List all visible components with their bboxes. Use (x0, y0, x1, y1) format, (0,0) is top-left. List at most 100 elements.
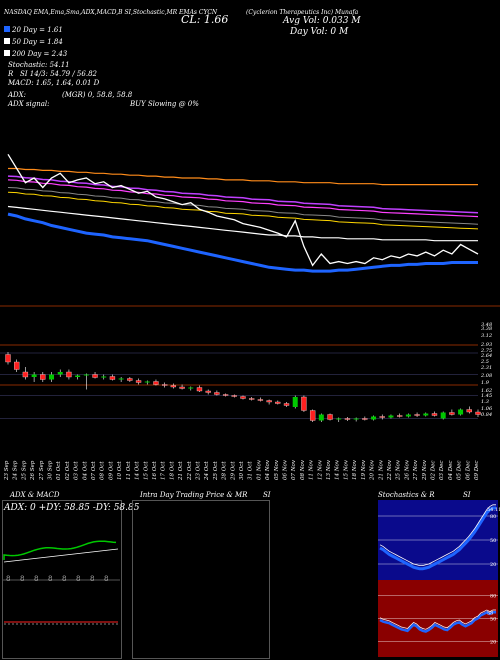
date-label: 23 Oct (195, 461, 201, 481)
stoch-tick-label: 20 (490, 562, 496, 568)
candle-body (162, 384, 168, 386)
date-label: 21 Oct (178, 461, 184, 481)
date-label: 27 Sep (39, 460, 45, 481)
adx-marker: 8 (20, 575, 24, 583)
rsi-line (379, 610, 496, 633)
candle-body (144, 381, 150, 383)
legend-item-50-day: 50 Day = 1.84 (4, 38, 63, 46)
adx-marker: 8 (6, 575, 10, 583)
date-label: 08 Nov (300, 459, 306, 480)
rsi-tick-label: 80 (490, 593, 496, 599)
adx-marker: 8 (76, 575, 80, 583)
candle-body (14, 361, 20, 370)
date-label: 30 Sep (48, 460, 54, 480)
stochastic-line (379, 506, 496, 571)
close-price: CL: 1.66 (181, 13, 229, 26)
date-label: 15 Oct (143, 461, 149, 480)
ma-band-0 (7, 175, 479, 214)
price-axis-label: 3.12 (481, 333, 492, 339)
adx-di-line (3, 548, 119, 563)
intraday-panel-title: Intra Day Trading Price & MR (140, 491, 248, 499)
candle-body (309, 410, 316, 421)
chart-title: NASDAQ EMA,Ema,Sma,ADX,MACD,B SI,Stochas… (4, 9, 218, 16)
candle-body (440, 412, 446, 419)
date-label: 08 Oct (100, 461, 106, 480)
date-label: 15 Nov (343, 459, 349, 480)
ma-line-1 (7, 205, 478, 242)
candle-body (92, 374, 98, 378)
date-label: 24 Oct (204, 461, 210, 481)
date-label: 29 Nov (422, 459, 428, 481)
candle-body (414, 414, 420, 416)
candle-body (371, 416, 377, 420)
adx-marker: 8 (62, 575, 66, 583)
date-label: 05 Dec (457, 461, 463, 481)
stoch-tick-label: 50 (490, 538, 496, 544)
candle-body (205, 390, 211, 393)
date-label: 04 Oct (82, 461, 88, 480)
stoch-tick-label: 80 (490, 514, 496, 520)
candle-body (127, 378, 133, 381)
ma-band-2 (7, 191, 479, 230)
candle-body (31, 374, 37, 377)
date-label: 16 Oct (152, 461, 158, 480)
date-label: 25 Sep (21, 460, 27, 481)
date-label: 14 Oct (135, 461, 141, 480)
date-label: 06 Dec (465, 461, 471, 481)
date-label: 07 Oct (91, 461, 97, 480)
date-label: 22 Nov (387, 459, 393, 481)
candle-body (283, 403, 290, 406)
candle-body (40, 374, 46, 380)
candle-body (118, 378, 124, 380)
date-label: 19 Nov (361, 459, 367, 480)
candle-body (423, 413, 429, 416)
candle-body (222, 394, 229, 396)
candle-body (5, 354, 11, 363)
date-label: 23 Sep (4, 460, 10, 481)
date-label: 11 Nov (309, 459, 315, 480)
legend-item-20-day: 20 Day = 1.61 (4, 26, 63, 34)
candle-body (170, 385, 177, 388)
candle-body (475, 411, 481, 415)
candle-body (196, 387, 203, 392)
price-axis-label: 1.9 (481, 380, 490, 386)
date-label: 07 Nov (291, 459, 297, 480)
stoch-value-label: 54.11 (487, 507, 500, 513)
date-label: 09 Dec (474, 461, 480, 481)
adx-values: (MGR) 0, 58.8, 58.8 (62, 91, 133, 99)
date-label: 28 Oct (222, 461, 228, 481)
date-label: 01 Oct (56, 461, 62, 480)
ma-line-0 (7, 212, 478, 273)
candle-body (249, 398, 255, 400)
date-label: 31 Oct (248, 461, 254, 480)
adx-panel-title: ADX & MACD (10, 491, 60, 499)
stoch-panel-title: Stochastics & R (378, 491, 435, 499)
candle-body (336, 418, 342, 420)
candle-body (240, 396, 246, 399)
date-label: 04 Nov (265, 459, 271, 480)
date-label: 04 Dec (448, 461, 454, 481)
rsi-tick-label: 50 (490, 617, 496, 623)
candle-body (344, 418, 351, 420)
candle-body (458, 409, 464, 415)
date-label: 25 Nov (396, 459, 402, 481)
candle-body (231, 395, 237, 397)
price-axis-label: 1.45 (481, 393, 492, 399)
ma-line-2 (8, 167, 478, 186)
stoch-si-label: SI (463, 491, 471, 499)
adx-marker: 8 (48, 575, 52, 583)
avg-volume: Avg Vol: 0.033 M (283, 16, 361, 26)
date-label: 21 Nov (378, 459, 384, 481)
date-label: 17 Oct (161, 461, 167, 480)
buy-signal: BUY Slowing @ 0% (130, 100, 199, 108)
adx-marker: 8 (90, 575, 94, 583)
adx-marker: 8 (104, 575, 108, 583)
candle-body (405, 414, 411, 417)
price-axis-label: 2.93 (480, 342, 492, 348)
price-axis-label: 2.08 (480, 373, 492, 379)
rsi-value-label: 58 (487, 610, 493, 616)
candle-body (257, 399, 264, 401)
date-label: 30 Oct (239, 461, 245, 480)
adx-readout: ADX: 0 +DY: 58.85 -DY: 58.85 (4, 503, 140, 513)
date-label: 05 Nov (274, 459, 280, 480)
